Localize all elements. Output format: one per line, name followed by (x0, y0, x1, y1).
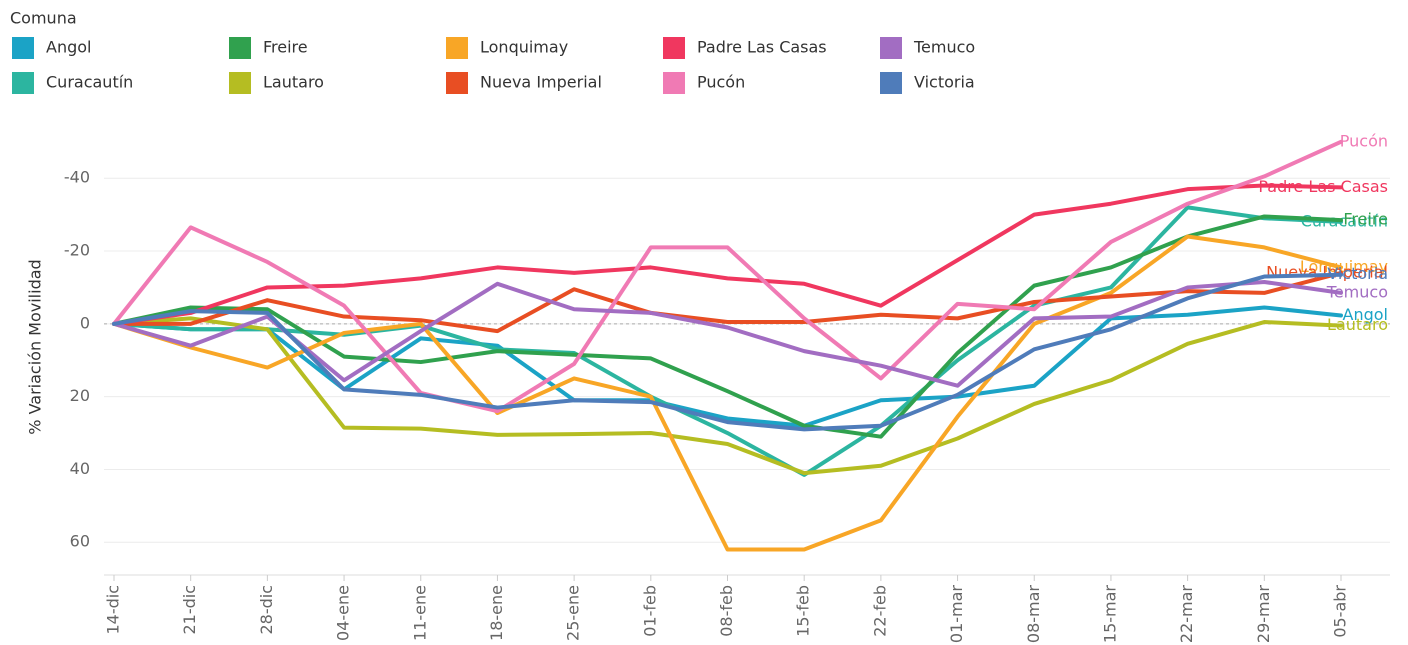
end-label: Curacautín (1301, 211, 1388, 230)
x-tick-label: 05-abr (1331, 585, 1350, 638)
legend-swatch (12, 72, 34, 94)
x-tick-label: 18-ene (487, 585, 506, 641)
x-tick-label: 28-dic (257, 585, 276, 635)
end-label: Freire (1343, 210, 1388, 229)
end-label: Lautaro (1327, 315, 1388, 334)
y-tick-label: 20 (70, 386, 90, 405)
x-tick-label: 25-ene (564, 585, 583, 641)
line-series (112, 316, 1343, 476)
end-label: Pucón (1340, 131, 1388, 150)
legend-label: Curacautín (46, 73, 133, 92)
y-tick-label: -20 (64, 241, 90, 260)
line-series (112, 234, 1343, 552)
legend-swatch (880, 72, 902, 94)
end-label: Angol (1343, 305, 1388, 324)
x-tick-label: 08-feb (717, 585, 736, 637)
y-tick-label: 40 (70, 459, 90, 478)
line-series (112, 270, 1343, 334)
legend-swatch (229, 72, 251, 94)
end-label: Temuco (1326, 282, 1388, 301)
legend-swatch (663, 72, 685, 94)
legend-label: Nueva Imperial (480, 73, 602, 92)
end-label: Lonquimay (1300, 257, 1388, 276)
y-axis-label: % Variación Movilidad (26, 259, 45, 434)
line-series (112, 272, 1343, 432)
legend-label: Freire (263, 38, 308, 57)
y-tick-label: 60 (70, 532, 90, 551)
x-tick-label: 15-mar (1100, 585, 1119, 644)
end-label: Padre Las Casas (1258, 177, 1388, 196)
x-tick-label: 14-dic (104, 585, 123, 635)
legend-label: Victoria (914, 73, 975, 92)
x-tick-label: 22-mar (1177, 585, 1196, 644)
legend-label: Temuco (913, 38, 975, 57)
x-tick-label: 08-mar (1024, 585, 1043, 644)
x-tick-label: 01-mar (947, 585, 966, 644)
x-tick-label: 11-ene (410, 585, 429, 641)
legend-swatch (12, 37, 34, 59)
x-tick-label: 29-mar (1254, 585, 1273, 644)
legend-label: Angol (46, 38, 91, 57)
x-tick-label: 21-dic (180, 585, 199, 635)
line-series (112, 279, 1343, 388)
legend-swatch (229, 37, 251, 59)
x-tick-label: 01-feb (640, 585, 659, 637)
legend-swatch (446, 72, 468, 94)
line-series (112, 214, 1343, 439)
legend-swatch (446, 37, 468, 59)
legend-label: Lonquimay (480, 38, 568, 57)
legend-swatch (663, 37, 685, 59)
line-series (112, 139, 1343, 414)
y-tick-label: 0 (80, 313, 90, 332)
x-tick-label: 22-feb (870, 585, 889, 637)
legend-swatch (880, 37, 902, 59)
legend-title: Comuna (10, 9, 77, 28)
x-tick-label: 04-ene (334, 585, 353, 641)
end-label: Victoria (1327, 264, 1388, 283)
legend-label: Lautaro (263, 73, 324, 92)
x-tick-label: 15-feb (794, 585, 813, 637)
line-series (112, 205, 1343, 477)
y-tick-label: -40 (64, 168, 90, 187)
legend-label: Pucón (697, 73, 745, 92)
line-series (112, 183, 1343, 326)
legend-label: Padre Las Casas (697, 38, 827, 57)
